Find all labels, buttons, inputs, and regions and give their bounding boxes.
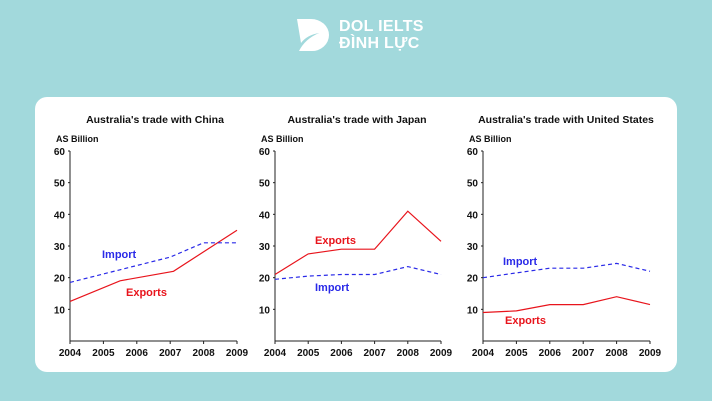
- x-tick-label: 2004: [264, 348, 287, 359]
- x-tick-label: 2005: [297, 348, 320, 359]
- series-label-exports: Exports: [315, 235, 356, 247]
- x-tick-label: 2007: [363, 348, 386, 359]
- x-tick-label: 2009: [430, 348, 453, 359]
- x-tick-label: 2004: [59, 348, 82, 359]
- chart-title: Australia's trade with Japan: [287, 114, 426, 126]
- chart-title: Australia's trade with China: [86, 114, 224, 126]
- chart-card: [35, 97, 677, 372]
- x-tick-label: 2004: [472, 348, 495, 359]
- x-tick-label: 2005: [92, 348, 115, 359]
- y-tick-label: 30: [259, 242, 271, 253]
- y-tick-label: 10: [259, 305, 271, 316]
- x-tick-label: 2005: [505, 348, 528, 359]
- logo-line2: ĐÌNH LỰC: [339, 35, 420, 52]
- series-line-import: [69, 242, 237, 283]
- y-tick-label: 40: [54, 210, 66, 221]
- y-tick-label: 10: [54, 305, 66, 316]
- series-line-import: [482, 262, 651, 279]
- series-line-exports: [69, 229, 238, 302]
- x-tick-label: 2006: [330, 348, 353, 359]
- series-label-import: Import: [503, 256, 538, 268]
- series-line-exports: [274, 210, 442, 276]
- series-line-exports: [482, 296, 651, 314]
- x-tick-label: 2007: [572, 348, 595, 359]
- y-tick-label: 10: [467, 305, 479, 316]
- logo-line1: DOL IELTS: [339, 18, 424, 35]
- x-tick-label: 2006: [126, 348, 149, 359]
- y-tick-label: 20: [54, 274, 66, 285]
- logo: DOL IELTS ĐÌNH LỰC: [295, 17, 424, 53]
- x-tick-label: 2007: [159, 348, 182, 359]
- y-axis-label: AS Billion: [469, 134, 512, 144]
- series-line-import: [274, 265, 442, 280]
- x-tick-label: 2009: [226, 348, 249, 359]
- x-tick-label: 2009: [639, 348, 662, 359]
- y-axis-label: AS Billion: [261, 134, 304, 144]
- y-tick-label: 40: [467, 210, 479, 221]
- y-tick-label: 20: [467, 274, 479, 285]
- series-label-import: Import: [102, 249, 137, 261]
- y-tick-label: 50: [467, 179, 479, 190]
- series-label-exports: Exports: [505, 315, 546, 327]
- y-tick-label: 30: [467, 242, 479, 253]
- y-axis-label: AS Billion: [56, 134, 99, 144]
- y-tick-label: 40: [259, 210, 271, 221]
- y-tick-label: 60: [259, 147, 271, 158]
- logo-mark-icon: [297, 19, 330, 52]
- y-tick-label: 50: [54, 179, 66, 190]
- y-tick-label: 30: [54, 242, 66, 253]
- x-tick-label: 2008: [192, 348, 215, 359]
- chart-title: Australia's trade with United States: [478, 114, 654, 126]
- x-tick-label: 2006: [539, 348, 562, 359]
- y-tick-label: 50: [259, 179, 271, 190]
- x-tick-label: 2008: [397, 348, 420, 359]
- series-label-import: Import: [315, 282, 350, 294]
- y-tick-label: 20: [259, 274, 271, 285]
- x-tick-label: 2008: [605, 348, 628, 359]
- series-label-exports: Exports: [126, 287, 167, 299]
- y-tick-label: 60: [54, 147, 66, 158]
- y-tick-label: 60: [467, 147, 479, 158]
